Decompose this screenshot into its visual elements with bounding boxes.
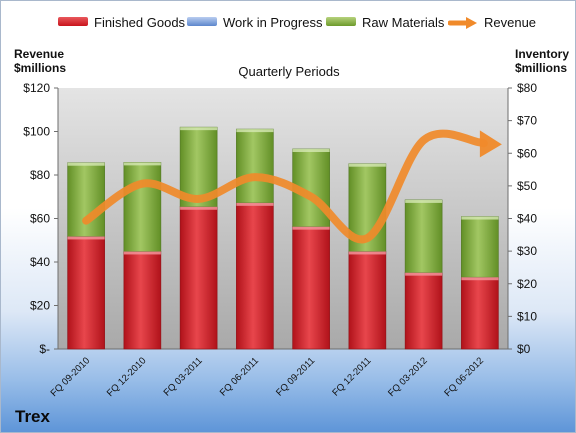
bar-finished-goods (404, 272, 443, 350)
bar-raw-materials-cap (348, 163, 386, 167)
bar-raw-materials-cap (123, 162, 161, 166)
chart-title: Quarterly Periods (238, 64, 340, 79)
x-tick-label: FQ 06-2012 (442, 355, 486, 399)
legend-swatch-work-in-progress (187, 17, 217, 26)
bar-finished-goods (348, 251, 387, 350)
bar-finished-goods (179, 206, 218, 350)
bar-raw-materials (404, 199, 443, 273)
right-tick-label: $40 (517, 212, 537, 226)
legend-arrow-revenue (448, 17, 477, 29)
bar-finished-goods (67, 236, 105, 350)
bar-finished-goods (461, 276, 499, 350)
left-axis-title: Revenue $millions (14, 47, 66, 75)
company-name: Trex (15, 407, 50, 426)
bar-raw-materials (123, 162, 162, 252)
legend-item-raw-materials: Raw Materials (326, 15, 444, 30)
x-tick-label: FQ 06-2011 (218, 355, 261, 398)
right-axis-title-line-1: Inventory (515, 47, 570, 61)
right-tick-label: $20 (517, 277, 537, 291)
x-tick-label: FQ 12-2010 (105, 355, 149, 399)
bar-finished-goods-cap (67, 236, 105, 240)
right-tick-label: $70 (517, 114, 537, 128)
legend-label-raw-materials: Raw Materials (362, 15, 445, 30)
bar-raw-materials (236, 128, 274, 204)
right-axis-title-line-2: $millions (515, 61, 568, 75)
bar-finished-goods-cap (180, 206, 218, 210)
bar-raw-materials-cap (236, 129, 274, 133)
bar-finished-goods-cap (292, 226, 330, 230)
right-tick-label: $30 (517, 244, 537, 258)
left-tick-label: $100 (23, 125, 50, 139)
bar-finished-goods (236, 202, 274, 350)
legend-label-finished-goods: Finished Goods (94, 15, 186, 30)
bar-raw-materials-cap (461, 216, 499, 220)
left-tick-label: $60 (30, 212, 50, 226)
legend-item-work-in-progress: Work in Progress (187, 15, 322, 30)
legend-item-revenue: Revenue (448, 15, 536, 30)
bar-finished-goods (292, 226, 330, 350)
bar-finished-goods (123, 251, 162, 350)
bar-raw-materials-cap (180, 127, 218, 131)
x-tick-label: FQ 03-2011 (162, 355, 205, 398)
x-tick-label: FQ 09-2011 (274, 355, 317, 398)
bar-finished-goods-cap (348, 251, 386, 255)
revenue-line (82, 129, 488, 244)
right-tick-label: $10 (517, 309, 537, 323)
legend-item-finished-goods: Finished Goods (58, 15, 185, 30)
left-tick-label: $80 (30, 168, 50, 182)
right-tick-label: $60 (517, 146, 537, 160)
x-tick-label: FQ 12-2011 (330, 355, 373, 398)
left-tick-label: $120 (23, 81, 50, 95)
right-tick-label: $0 (517, 342, 531, 356)
bar-raw-materials (461, 216, 499, 278)
bar-finished-goods-cap (405, 272, 443, 276)
legend-label-revenue: Revenue (484, 15, 537, 30)
legend-swatch-raw-materials (326, 17, 356, 26)
left-axis-title-line-1: Revenue (14, 47, 65, 61)
x-tick-label: FQ 03-2012 (386, 355, 430, 399)
right-tick-label: $80 (517, 81, 537, 95)
right-axis-title: Inventory $millions (515, 47, 569, 75)
left-axis-title-line-2: $millions (14, 61, 67, 75)
left-tick-label: $20 (30, 299, 50, 313)
x-tick-label: FQ 09-2010 (49, 355, 93, 399)
bar-raw-materials-cap (292, 149, 330, 153)
bar-finished-goods-cap (461, 277, 499, 281)
right-tick-label: $50 (517, 179, 537, 193)
bar-raw-materials-cap (405, 199, 443, 203)
revenue-arrowhead (479, 130, 502, 158)
left-tick-label: $- (39, 342, 50, 356)
left-tick-label: $40 (30, 255, 50, 269)
bar-finished-goods-cap (123, 251, 161, 255)
legend-swatch-finished-goods (58, 17, 88, 26)
bar-raw-materials-cap (67, 162, 105, 166)
bar-raw-materials (67, 162, 105, 237)
legend-label-work-in-progress: Work in Progress (223, 15, 323, 30)
bar-finished-goods-cap (236, 202, 274, 206)
